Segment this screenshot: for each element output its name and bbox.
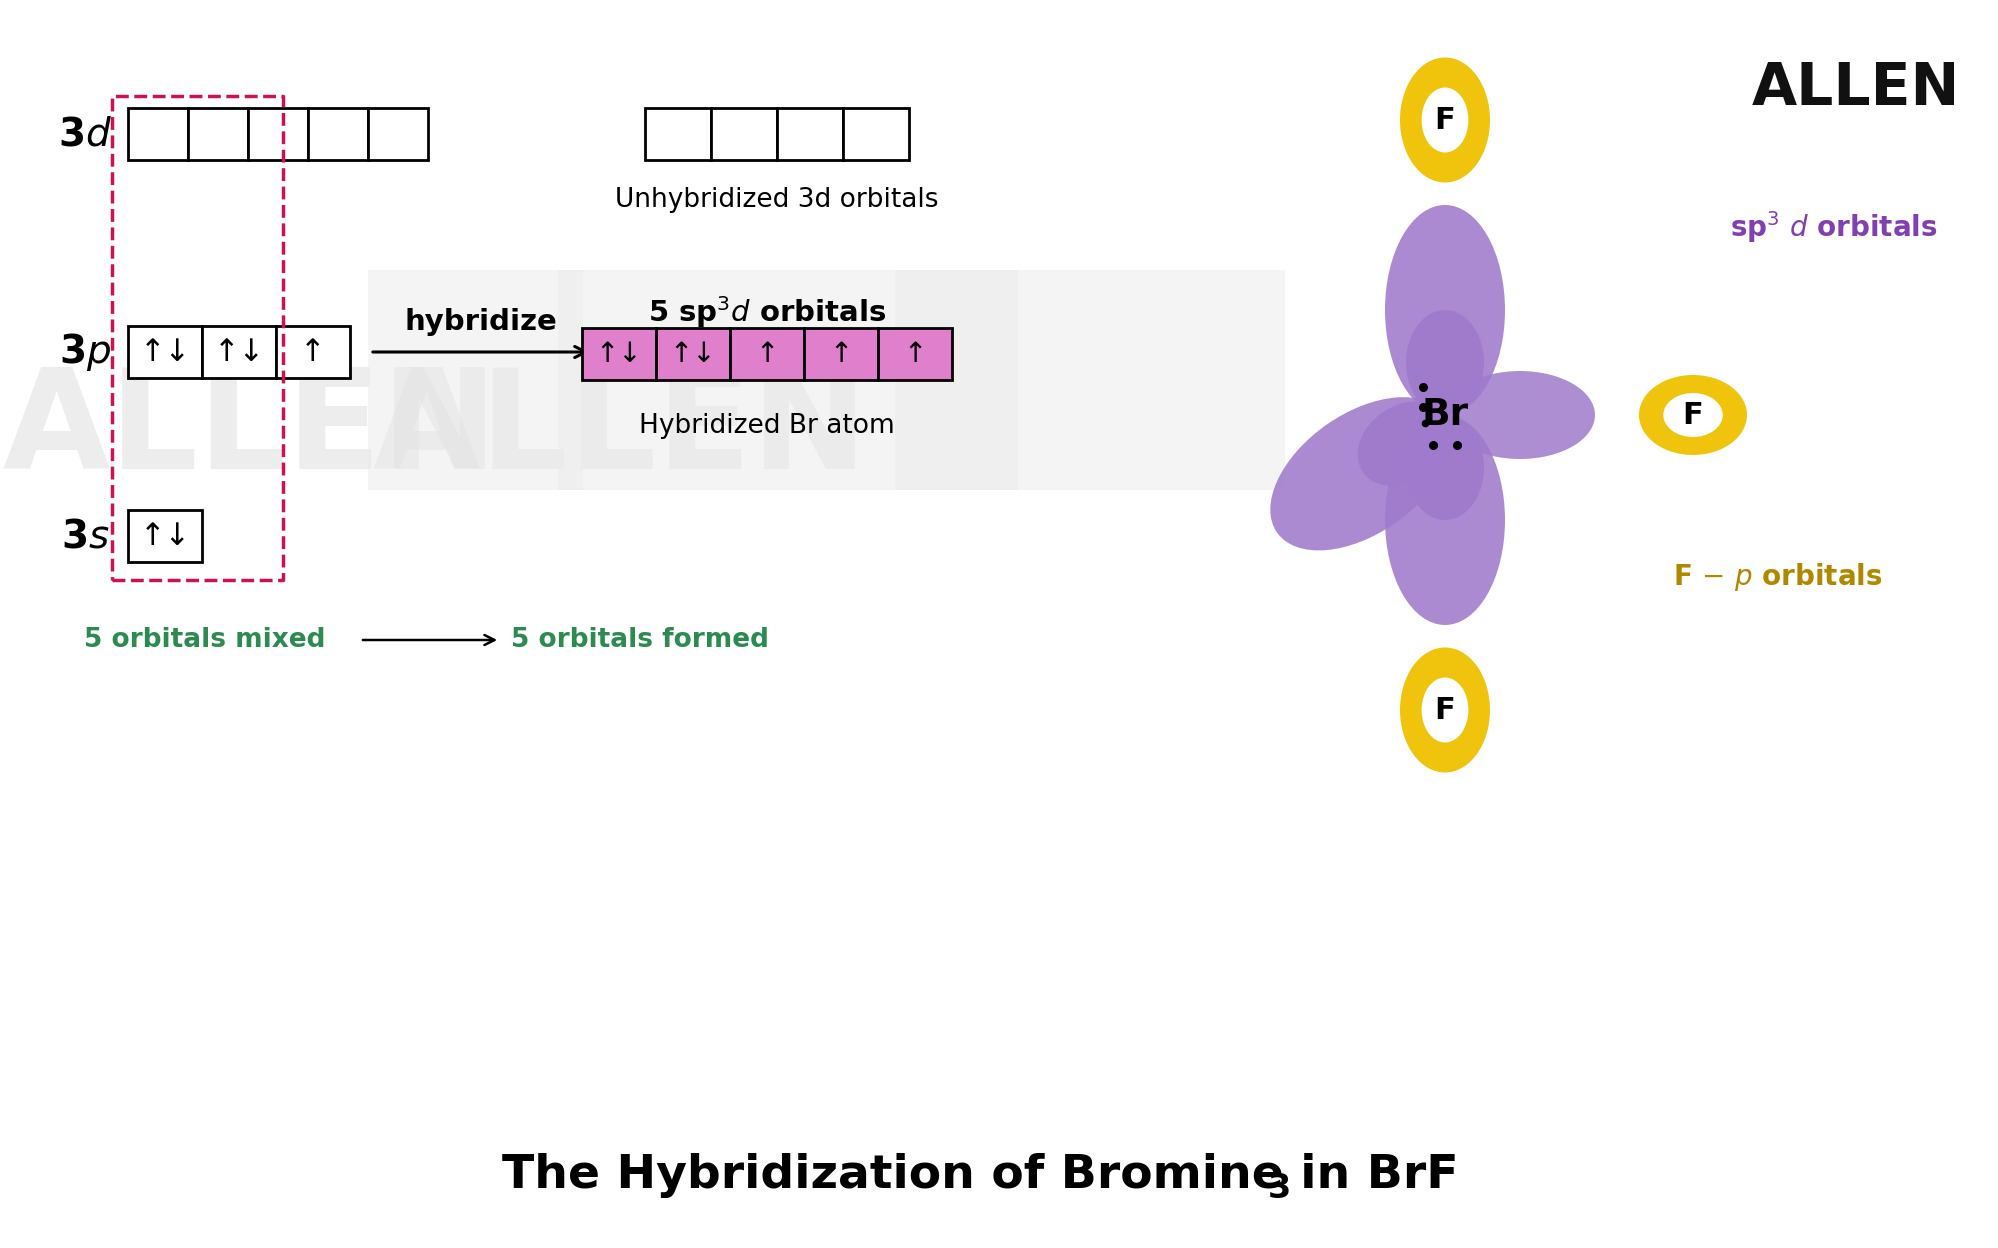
Text: hybridize: hybridize xyxy=(404,308,557,336)
Ellipse shape xyxy=(1269,397,1451,550)
Text: ↑↓: ↑↓ xyxy=(595,339,641,368)
Bar xyxy=(877,328,951,379)
Text: 3: 3 xyxy=(1267,1172,1291,1204)
Ellipse shape xyxy=(1638,374,1746,456)
Text: 3$\it{p}$: 3$\it{p}$ xyxy=(60,331,112,373)
Ellipse shape xyxy=(1421,678,1469,743)
Text: ALLEN: ALLEN xyxy=(1750,60,1958,117)
Text: F: F xyxy=(1435,695,1455,725)
Text: ALLEN: ALLEN xyxy=(2,362,498,498)
Ellipse shape xyxy=(1399,57,1489,182)
Bar xyxy=(581,328,655,379)
Bar xyxy=(368,270,583,490)
Text: ↑: ↑ xyxy=(903,339,927,368)
Text: 3$\it{d}$: 3$\it{d}$ xyxy=(58,115,112,154)
Bar xyxy=(128,510,202,562)
Text: ↑↓: ↑↓ xyxy=(140,337,190,367)
Text: 5 orbitals mixed: 5 orbitals mixed xyxy=(84,626,326,653)
Bar xyxy=(645,109,711,160)
Ellipse shape xyxy=(1399,648,1489,773)
Text: ALLEN: ALLEN xyxy=(372,362,867,498)
Bar xyxy=(655,328,729,379)
Text: ↑: ↑ xyxy=(829,339,853,368)
Bar xyxy=(368,109,428,160)
Ellipse shape xyxy=(1445,371,1594,459)
Bar xyxy=(112,96,284,580)
Text: Unhybridized 3d orbitals: Unhybridized 3d orbitals xyxy=(615,187,939,213)
Bar xyxy=(711,109,777,160)
Bar xyxy=(803,328,877,379)
Text: sp$^3$ $\it{d}$ orbitals: sp$^3$ $\it{d}$ orbitals xyxy=(1728,210,1936,245)
Bar xyxy=(128,109,188,160)
Bar xyxy=(895,270,1285,490)
Text: ↑: ↑ xyxy=(755,339,779,368)
Bar xyxy=(308,109,368,160)
Text: ↑↓: ↑↓ xyxy=(214,337,264,367)
Ellipse shape xyxy=(1405,310,1483,416)
Text: ↑↓: ↑↓ xyxy=(140,522,190,550)
Text: 3$\it{s}$: 3$\it{s}$ xyxy=(60,517,110,555)
Ellipse shape xyxy=(1385,416,1504,625)
Bar xyxy=(202,326,276,378)
Bar xyxy=(276,326,350,378)
Bar xyxy=(843,109,909,160)
Text: F: F xyxy=(1682,401,1702,429)
Text: 5 orbitals formed: 5 orbitals formed xyxy=(511,626,769,653)
Bar xyxy=(729,328,803,379)
Ellipse shape xyxy=(1357,402,1451,485)
Ellipse shape xyxy=(1385,205,1504,416)
Text: F: F xyxy=(1435,106,1455,135)
Text: F $-$ $\it{p}$ orbitals: F $-$ $\it{p}$ orbitals xyxy=(1672,562,1882,593)
Text: ↑: ↑ xyxy=(300,337,326,367)
Bar xyxy=(188,109,248,160)
Text: Hybridized Br atom: Hybridized Br atom xyxy=(639,413,895,439)
Text: 5 sp$^3$$\it{d}$ orbitals: 5 sp$^3$$\it{d}$ orbitals xyxy=(647,295,885,329)
Bar xyxy=(128,326,202,378)
Bar xyxy=(777,109,843,160)
Text: Br: Br xyxy=(1421,397,1469,433)
Ellipse shape xyxy=(1405,416,1483,520)
Ellipse shape xyxy=(1421,87,1469,152)
Text: ↑↓: ↑↓ xyxy=(669,339,715,368)
Text: The Hybridization of Bromine in BrF: The Hybridization of Bromine in BrF xyxy=(501,1152,1459,1198)
Bar xyxy=(557,270,1017,490)
Bar xyxy=(248,109,308,160)
Ellipse shape xyxy=(1662,393,1722,437)
